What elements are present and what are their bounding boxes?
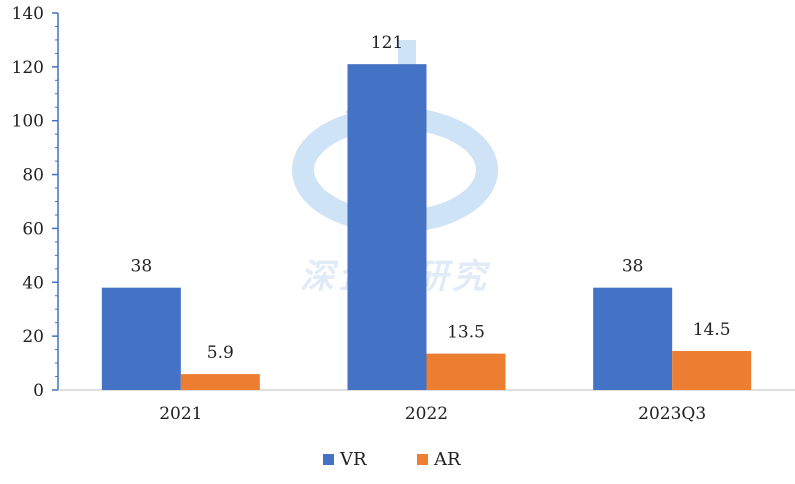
bar-ar-2023q3 xyxy=(672,350,752,390)
data-label-vr: 121 xyxy=(371,33,403,53)
data-label-ar: 13.5 xyxy=(447,323,485,343)
data-labels: 38 5.9 121 13.5 38 14.5 xyxy=(131,33,731,363)
bar-ar-2021 xyxy=(180,374,260,390)
y-tick-label: 20 xyxy=(22,327,44,347)
bars xyxy=(101,64,752,391)
y-tick-label: 120 xyxy=(12,58,44,78)
x-tick-label: 2022 xyxy=(405,404,448,424)
x-tick-label: 2021 xyxy=(159,404,202,424)
legend: VR AR xyxy=(323,449,461,470)
y-tick-label: 140 xyxy=(12,4,44,24)
y-tick-label: 0 xyxy=(33,381,44,401)
y-tick-label: 100 xyxy=(12,112,44,132)
legend-swatch-vr xyxy=(323,454,334,465)
bar-vr-2021 xyxy=(101,287,181,390)
data-label-ar: 14.5 xyxy=(693,320,731,340)
x-tick-label: 2023Q3 xyxy=(638,404,706,424)
y-tick-label: 40 xyxy=(22,273,44,293)
bar-ar-2022 xyxy=(426,353,506,390)
data-label-vr: 38 xyxy=(131,257,153,277)
y-tick-label: 60 xyxy=(22,219,44,239)
data-label-vr: 38 xyxy=(622,257,644,277)
y-tick-label: 80 xyxy=(22,166,44,186)
data-label-ar: 5.9 xyxy=(207,343,234,363)
bar-vr-2022 xyxy=(347,64,427,391)
legend-swatch-ar xyxy=(417,454,428,465)
bar-vr-2023q3 xyxy=(593,287,673,390)
legend-label-vr: VR xyxy=(339,449,367,470)
legend-label-ar: AR xyxy=(433,449,461,470)
